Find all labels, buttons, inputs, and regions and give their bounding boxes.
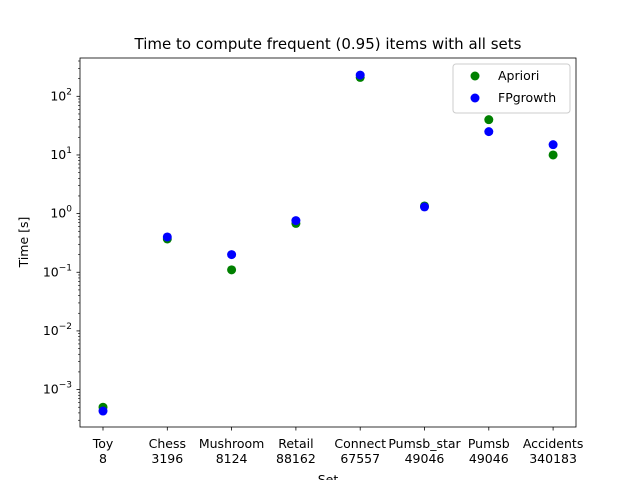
x-tick-label-size: 8	[99, 451, 107, 466]
x-tick-label-size: 340183	[529, 451, 577, 466]
x-tick-label-name: Connect	[334, 436, 386, 451]
legend-box	[452, 63, 571, 114]
data-point-fpgrowth	[548, 140, 558, 150]
x-tick-label-name: Pumsb	[468, 436, 510, 451]
legend-marker-apriori	[470, 71, 480, 81]
chart-title: Time to compute frequent (0.95) items wi…	[134, 35, 522, 53]
x-tick-label-size: 67557	[340, 451, 380, 466]
data-point-apriori	[227, 265, 237, 275]
x-tick-label-name: Pumsb_star	[388, 436, 461, 451]
legend: Apriori FPgrowth	[452, 63, 571, 114]
plot-area	[80, 58, 576, 427]
x-tick-label-size: 49046	[469, 451, 509, 466]
legend-label-apriori: Apriori	[498, 68, 539, 83]
y-tick-label: 100	[50, 205, 72, 221]
plot-frame	[79, 57, 577, 428]
y-tick-label: 10−2	[43, 322, 72, 338]
x-tick-label-size: 49046	[405, 451, 445, 466]
x-tick-label-name: Toy	[92, 436, 114, 451]
y-tick-label: 10−3	[43, 381, 72, 397]
x-tick-label-size: 88162	[276, 451, 316, 466]
y-tick-label: 102	[50, 87, 72, 103]
data-point-apriori	[484, 115, 494, 125]
y-tick-label: 10−1	[43, 263, 72, 279]
legend-marker-fpgrowth	[470, 93, 480, 103]
x-tick-label-name: Accidents	[523, 436, 584, 451]
x-tick-label-name: Retail	[278, 436, 313, 451]
data-point-fpgrowth	[420, 202, 429, 212]
x-axis-label: Set	[318, 472, 339, 480]
y-axis-label: Time [s]	[16, 217, 31, 269]
x-tick-label-size: 3196	[151, 451, 183, 466]
data-point-fpgrowth	[291, 216, 301, 226]
data-point-fpgrowth	[98, 406, 108, 416]
data-point-fpgrowth	[227, 250, 237, 260]
data-point-apriori	[548, 150, 558, 160]
x-tick-label-name: Chess	[149, 436, 186, 451]
x-tick-label-name: Mushroom	[199, 436, 264, 451]
legend-label-fpgrowth: FPgrowth	[498, 90, 556, 105]
data-point-fpgrowth	[484, 127, 494, 137]
y-axis: 10−3 10−2 10−1 100 101 102	[43, 60, 80, 421]
data-points	[98, 70, 558, 416]
data-point-fpgrowth	[355, 70, 365, 80]
y-tick-label: 101	[50, 146, 72, 162]
data-point-fpgrowth	[162, 232, 172, 242]
x-tick-label-size: 8124	[216, 451, 248, 466]
